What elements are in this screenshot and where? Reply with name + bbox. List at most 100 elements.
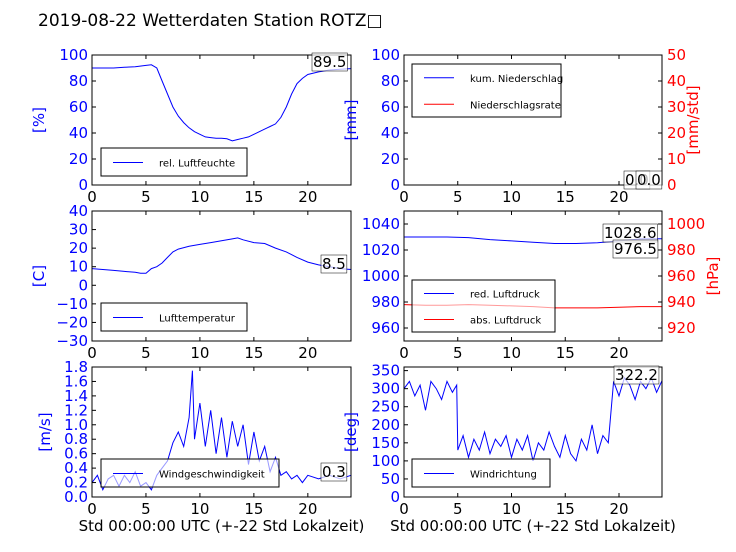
y-tick-label: 20 [69,239,88,257]
y-tick-label: 40 [69,124,88,142]
x-tick-label: 5 [141,188,151,206]
y-right-tick-label: 960 [667,267,696,285]
value-annotation: 89.5 [313,53,346,71]
y-right-tick-label: 980 [667,241,696,259]
legend-label: kum. Niederschlag [470,74,563,85]
panel-pressure: 0 5 10 15 20 960 980 1000 1020 1040 920 940 960 980 10… [362,210,722,362]
y-tick-label: 80 [69,72,88,90]
y-tick-label: −10 [56,295,88,313]
legend-label: Niederschlagsrate [470,100,561,111]
x-tick-label: 20 [609,500,628,518]
y-tick-label: 960 [371,319,400,337]
y-tick-label: 200 [371,416,400,434]
legend-label: Windrichtung [470,470,537,481]
y-right-tick-label: 940 [667,293,696,311]
value-annotation-box [311,52,348,72]
x-tick-label: 20 [609,344,628,362]
y-tick-label: 0.4 [64,459,88,477]
y-right-axis-label: [hPa] [704,257,722,296]
x-tick-label: 15 [556,344,575,362]
y-tick-label: 60 [69,98,88,116]
y-tick-label: 1.8 [64,358,88,376]
x-tick-label: 0 [87,344,97,362]
series-humidity-0 [92,64,352,142]
y-tick-label: 30 [69,221,88,239]
x-axis-label: Std 00:00:00 UTC (+-22 Std Lokalzeit) [390,517,676,535]
legend: rel. Luftfeuchte [100,147,248,177]
x-tick-label: 10 [190,500,209,518]
y-tick-label: 0.2 [64,474,88,492]
x-tick-label: 20 [609,188,628,206]
y-tick-label: 10 [69,258,88,276]
x-tick-label: 5 [453,500,463,518]
x-tick-label: 5 [453,344,463,362]
y-tick-label: −20 [56,313,88,331]
legend-label: rel. Luftfeuchte [159,159,235,170]
x-tick-label: 20 [298,344,317,362]
y-tick-label: 20 [381,150,400,168]
y-tick-label: 0 [390,176,400,194]
y-axis-label: [C] [30,265,48,287]
y-tick-label: −30 [56,332,88,350]
y-tick-label: 20 [69,150,88,168]
y-tick-label: 1.2 [64,401,88,419]
x-tick-label: 15 [244,188,263,206]
legend-frame [411,279,556,333]
value-annotation: 1028.6 [604,224,657,242]
y-right-axis-label: [mm/std] [684,85,702,154]
x-tick-label: 0 [399,188,409,206]
value-annotation-box [320,462,348,482]
y-axis-label: [%] [30,107,48,133]
value-annotation: 322.2 [615,366,658,384]
plot-frame [91,54,352,186]
panel-precip: 0 5 10 15 20 0 20 40 60 80 100 0 10 20 30 40 50 [mm] [mm/s… [342,46,702,206]
value-annotation-box [635,170,663,190]
x-tick-label: 15 [244,500,263,518]
y-tick-label: 80 [381,72,400,90]
y-tick-label: 1.0 [64,416,88,434]
y-tick-label: 0 [390,488,400,506]
plot-frame [91,366,352,498]
y-tick-label: 0 [78,176,88,194]
y-right-tick-label: 30 [667,98,686,116]
x-tick-label: 20 [298,188,317,206]
y-tick-label: 1000 [362,267,400,285]
x-tick-label: 0 [399,344,409,362]
legend-label: abs. Luftdruck [470,316,541,327]
value-annotation: 976.5 [614,240,657,258]
y-tick-label: 980 [371,293,400,311]
y-axis-label: [mm] [342,100,360,141]
legend-frame [411,63,562,118]
series-temperature-0 [91,237,352,274]
y-right-tick-label: 50 [667,46,686,64]
value-annotation: 0.3 [322,463,346,481]
x-tick-label: 5 [141,500,151,518]
y-tick-label: 100 [371,46,400,64]
legend-label: Windgeschwindigkeit [159,470,265,481]
y-right-tick-label: 0 [667,176,677,194]
y-axis-label: [m/s] [36,412,54,451]
legend-label: Lufttemperatur [159,314,236,325]
value-annotation-box [613,365,660,385]
plot-frame [403,54,663,186]
x-tick-label: 10 [502,188,521,206]
chart-title: 2019-08-22 Wetterdaten Station ROTZ□ [38,11,383,31]
x-tick-label: 5 [453,188,463,206]
y-right-tick-label: 1000 [667,215,705,233]
y-tick-label: 350 [371,362,400,380]
y-tick-label: 250 [371,398,400,416]
y-right-tick-label: 40 [667,72,686,90]
y-tick-label: 40 [69,202,88,220]
y-right-tick-label: 920 [667,319,696,337]
y-tick-label: 40 [381,124,400,142]
y-tick-label: 60 [381,98,400,116]
y-tick-label: 1040 [362,215,400,233]
y-right-tick-label: 20 [667,124,686,142]
y-tick-label: 1020 [362,241,400,259]
y-tick-label: 150 [371,434,400,452]
y-tick-label: 300 [371,380,400,398]
series-wind_direction-0 [403,376,663,463]
value-annotation-box [320,254,348,274]
value-annotation: 8.5 [322,255,346,273]
